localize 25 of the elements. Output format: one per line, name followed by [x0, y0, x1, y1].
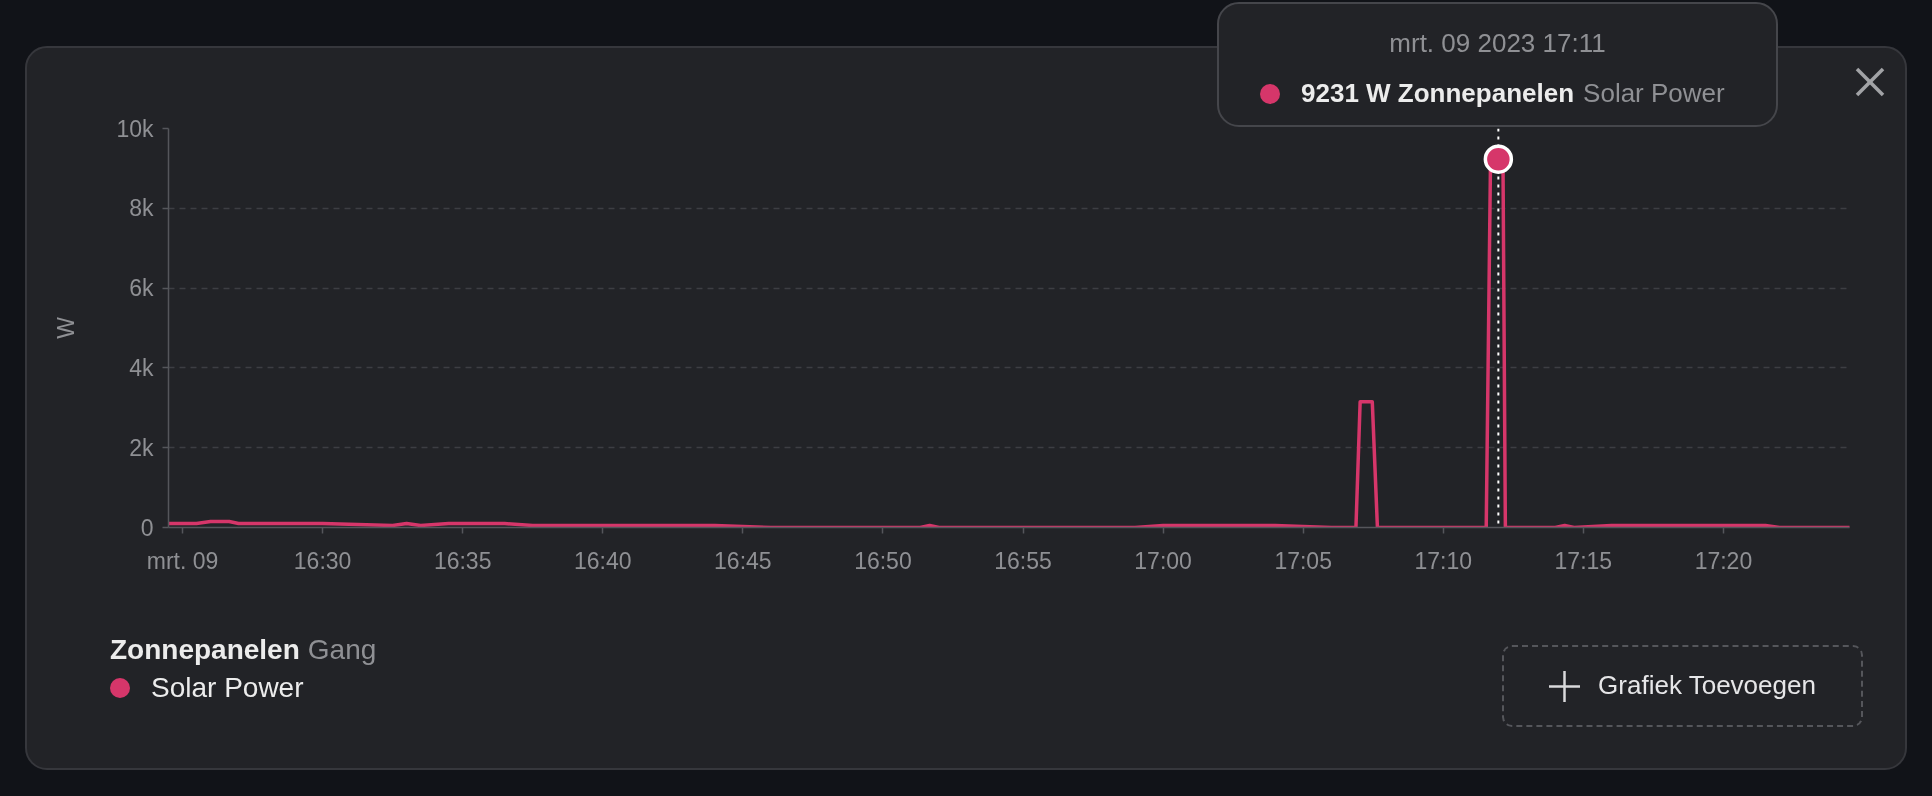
x-tick-label: 17:05	[1274, 547, 1332, 574]
x-tick-label: 17:10	[1414, 547, 1473, 574]
y-tick-label: 0	[140, 514, 154, 541]
annotation: mrt. 09 2023 17:11 9231 W Zonnepanelen Solar Power	[1300, 27, 1726, 111]
x-tick-label: 17:20	[1694, 547, 1753, 574]
x-tick-label: 16:30	[293, 547, 352, 574]
y-tick-label: 6k	[129, 275, 154, 302]
y-tick-label: 10k	[116, 115, 154, 142]
tooltip: mrt. 09 2023 17:11 9231 W Zonnepanelen Solar Power	[1217, 2, 1778, 127]
legend: Zonnepanelen Gang Solar Power	[110, 631, 377, 707]
x-tick-label: mrt. 09	[146, 547, 219, 574]
y-axis-title: W	[53, 316, 80, 339]
y-tick-label: 2k	[129, 434, 154, 461]
y-tick-label: 8k	[129, 195, 154, 222]
x-tick-label: 17:15	[1554, 547, 1613, 574]
y-tick-label: 4k	[129, 354, 154, 381]
button: Grafiek Toevoegen	[1502, 645, 1863, 727]
x-tick-label: 16:50	[854, 547, 912, 574]
x-tick-label: 17:00	[1134, 547, 1192, 574]
x-tick-label: 16:35	[433, 547, 492, 574]
legend-label: Solar Power	[151, 671, 304, 705]
x-tick-label: 16:45	[714, 547, 772, 574]
legend-title: Zonnepanelen Gang	[110, 634, 377, 665]
x-tick-label: 16:55	[994, 547, 1052, 574]
x-tick-label: 16:40	[573, 547, 632, 574]
